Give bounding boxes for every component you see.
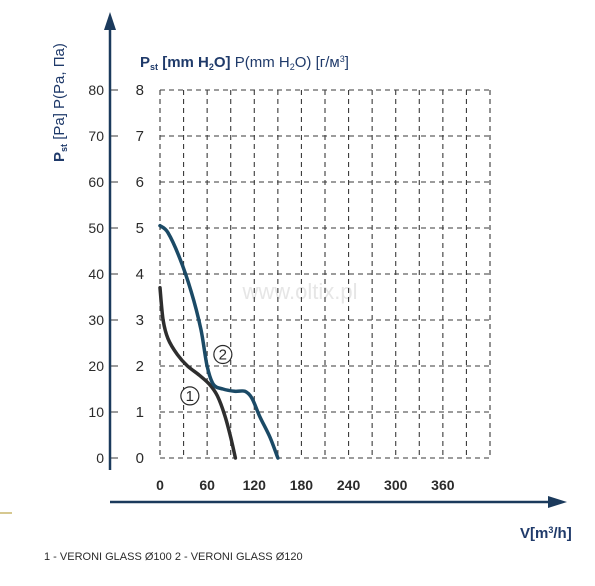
- y-axis-arrow: [104, 12, 116, 30]
- curve-label-circle-1: [180, 386, 200, 406]
- tick-label-mm: 5: [136, 220, 144, 237]
- y-left-axis-title: Pst [Pa] P(Pa, Па): [51, 43, 69, 162]
- tick-label-x: 120: [243, 477, 267, 493]
- legend: 1 - VERONI GLASS Ø100 2 - VERONI GLASS Ø…: [44, 551, 303, 563]
- tick-label-mm: 1: [136, 404, 144, 421]
- y-right-title-sub: st: [150, 62, 158, 72]
- tick-label-mm: 7: [136, 128, 144, 145]
- y-left-title-sub: st: [59, 144, 69, 152]
- x-title-sup: 3: [548, 525, 553, 535]
- tick-label-mm: 2: [136, 358, 144, 375]
- tick-label-mm: 0: [136, 450, 144, 467]
- watermark: www.oltix.pl: [242, 279, 358, 304]
- tick-label-mm: 4: [136, 266, 144, 283]
- y-right-title-p: P: [140, 54, 150, 71]
- x-title-main: V[m: [520, 525, 548, 542]
- tick-label-x: 240: [337, 477, 361, 493]
- tick-label-pa: 0: [96, 450, 104, 466]
- series-line-2: [158, 223, 280, 460]
- y-left-title-rest: [Pa] P(Pa, Па): [51, 43, 68, 144]
- curve-label-circle-2: [213, 344, 233, 365]
- tick-label-pa: 50: [88, 220, 104, 236]
- tick-label-x: 300: [384, 477, 408, 493]
- y-right-title-bold-sub: 2: [209, 62, 214, 72]
- curve-label-2: 2: [219, 347, 227, 364]
- tick-label-pa: 10: [88, 404, 104, 420]
- y-right-title-rest-mid: O) [г/м: [295, 54, 340, 71]
- tick-label-x: 60: [199, 477, 215, 493]
- grid: [110, 89, 491, 459]
- tick-label-mm: 6: [136, 174, 144, 191]
- x-axis-title: V[m3/h]: [520, 525, 572, 542]
- curve-labels: 12: [180, 344, 233, 406]
- tick-label-pa: 30: [88, 312, 104, 328]
- x-axis-arrow: [548, 496, 567, 508]
- y-right-title-rest-end: ]: [345, 54, 349, 71]
- y-left-title-p: P: [51, 152, 68, 162]
- y-right-title-rest: P(mm H: [231, 54, 290, 71]
- y-right-title-bold-end: O]: [214, 54, 231, 71]
- x-title-end: /h]: [553, 525, 571, 542]
- series-line-1: [158, 286, 238, 460]
- tick-label-mm: 8: [136, 82, 144, 99]
- curve-label-1: 1: [186, 388, 194, 405]
- tick-label-pa: 40: [88, 266, 104, 282]
- y-right-title-bold: [mm H: [158, 54, 209, 71]
- tick-label-pa: 60: [88, 174, 104, 190]
- tick-label-x: 180: [290, 477, 314, 493]
- tick-label-mm: 3: [136, 312, 144, 329]
- y-right-axis-title: Pst [mm H2O] P(mm H2O) [г/м3]: [140, 54, 349, 72]
- series-curves: [158, 223, 280, 460]
- tick-label-pa: 70: [88, 128, 104, 144]
- tick-label-x: 360: [431, 477, 455, 493]
- tick-label-pa: 20: [88, 358, 104, 374]
- y-right-title-rest-sup: 3: [340, 54, 345, 64]
- tick-label-x: 0: [156, 477, 164, 493]
- y-right-title-rest-sub: 2: [290, 62, 295, 72]
- tick-label-pa: 80: [88, 82, 104, 98]
